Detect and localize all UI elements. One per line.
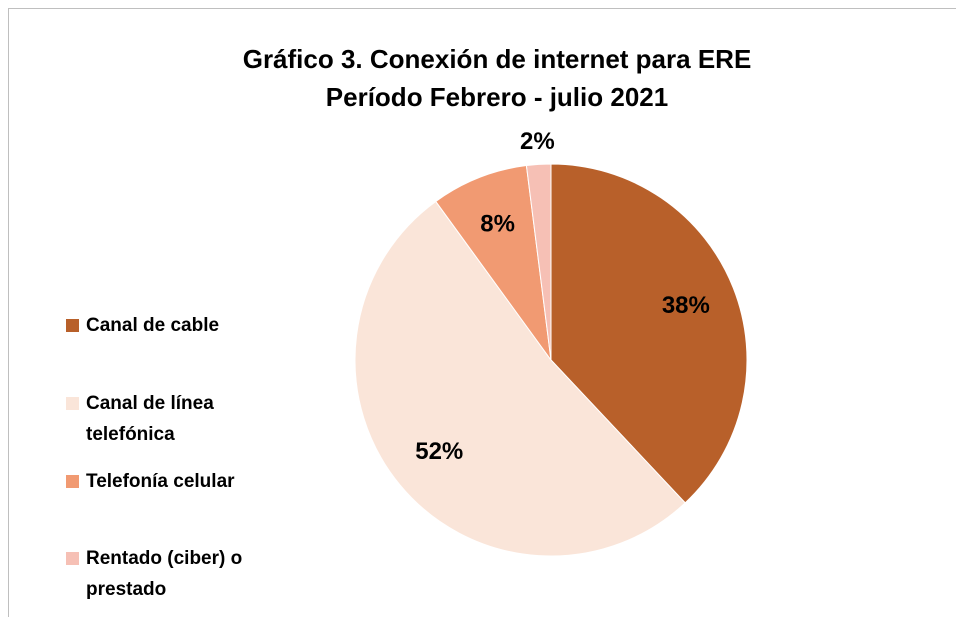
legend-label: Rentado (ciber) o prestado	[86, 548, 243, 600]
pie-slice	[550, 163, 748, 504]
data-label: 8%	[480, 210, 515, 237]
chart-title: Gráfico 3. Conexión de internet para ERE	[243, 44, 752, 74]
legend-label: Canal de línea telefónica	[86, 393, 214, 445]
legend-swatch	[66, 319, 79, 332]
legend-swatch	[66, 552, 79, 565]
pie-slice	[525, 163, 552, 361]
legend-label: Telefonía celular	[86, 471, 235, 492]
pie-slice	[435, 164, 552, 361]
data-label: 52%	[415, 438, 463, 465]
data-label: 38%	[662, 292, 710, 319]
legend-item: Telefonía celular	[66, 466, 266, 497]
legend-item: Canal de cable	[66, 310, 266, 341]
data-label: 2%	[520, 128, 555, 155]
legend-swatch	[66, 475, 79, 488]
legend-label: Canal de cable	[86, 315, 220, 336]
legend-swatch	[66, 397, 79, 410]
legend-item: Canal de línea telefónica	[66, 388, 266, 450]
legend-item: Rentado (ciber) o prestado	[66, 543, 266, 605]
chart-subtitle: Período Febrero - julio 2021	[326, 82, 668, 112]
pie-slice	[354, 200, 686, 557]
